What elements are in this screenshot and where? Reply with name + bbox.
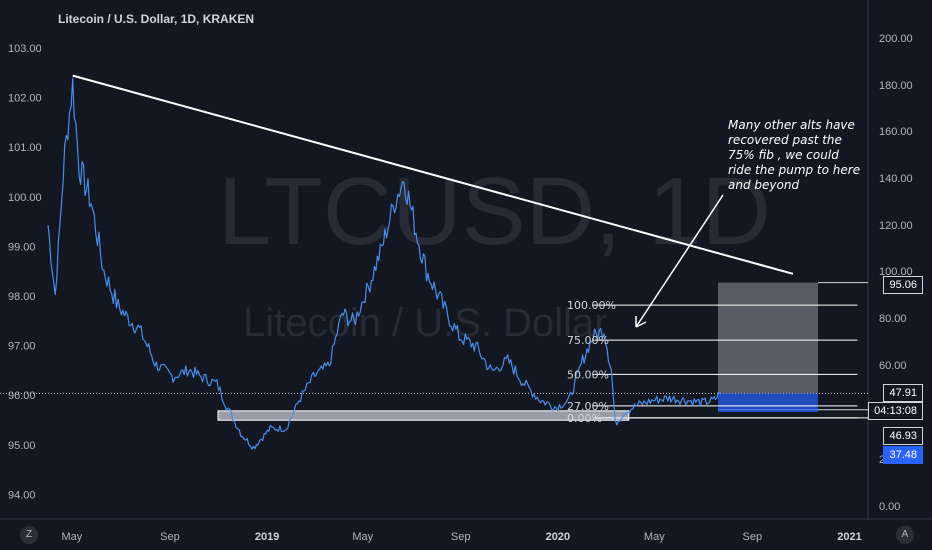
chart-title: Litecoin / U.S. Dollar, 1D, KRAKEN [58,12,255,26]
left-axis-tick: 100.00 [8,192,42,204]
fib-label: 0.00% [567,412,602,425]
right-axis-tick: 60.00 [879,360,907,372]
price-line [47,77,721,450]
left-axis-tick: 96.00 [8,390,36,402]
time-axis-tick: Sep [451,531,471,543]
right-axis-tick: 100.00 [879,266,913,278]
left-axis-tick: 99.00 [8,241,36,253]
annotation-arrow [635,194,724,328]
fib-label: 50.00% [567,368,609,381]
watermark-name: Litecoin / U.S. Dollar [243,301,608,345]
current-price-tag: 47.91 [883,384,923,402]
fib-label: 75.00% [567,334,609,347]
time-axis-tick: 2019 [255,531,279,543]
right-axis-tick: 140.00 [879,173,913,185]
left-axis-tick: 102.00 [8,93,42,105]
fib-label: 27.00% [567,400,609,413]
position-target-zone [718,282,818,394]
right-axis-tick: 120.00 [879,220,913,232]
annotation-arrowhead [635,316,647,328]
left-axis-tick: 97.00 [8,341,36,353]
stop-price-tag: 46.93 [883,427,923,445]
target-price-tag: 95.06 [883,276,923,294]
countdown-tag: 04:13:08 [868,402,923,420]
position-stop-zone [718,393,818,412]
support-zone [217,410,630,421]
fib-label: 100.00% [567,299,616,312]
time-axis-tick: Sep [160,531,180,543]
left-axis-tick: 95.00 [8,440,36,452]
auto-scale-button[interactable]: A [896,526,914,544]
right-axis: 200.00 180.00 160.00 140.00 120.00 100.00 80.0… [879,33,913,513]
right-axis-tick: 160.00 [879,126,913,138]
left-axis: 103.00 102.00 101.00 100.00 99.00 98.00 97.00 9… [8,43,42,501]
left-axis-tick: 94.00 [8,489,36,501]
right-axis-tick: 180.00 [879,80,913,92]
price-series [47,77,721,450]
time-axis-tick: 2021 [837,531,861,543]
watermark-symbol: LTCUSD, 1D [218,158,771,265]
right-axis-tick: 0.00 [879,501,900,513]
fib-retracement[interactable]: 100.00% 75.00% 50.00% 27.00%0.00% [567,299,616,425]
low-price-tag: 37.48 [883,446,923,464]
descending-trendline [72,74,794,275]
right-axis-tick: 200.00 [879,33,913,45]
time-axis-tick: Sep [743,531,763,543]
time-axis-tick: May [644,531,665,543]
left-axis-tick: 98.00 [8,291,36,303]
time-axis-tick: May [62,531,83,543]
time-axis-tick: May [352,531,373,543]
annotation-text[interactable]: Many other alts have recovered past the … [728,118,861,192]
left-axis-tick: 103.00 [8,43,42,55]
chart-drawings[interactable] [0,74,868,421]
auto-scale-left-button[interactable]: Z [20,526,38,544]
time-axis-tick: 2020 [546,531,570,543]
time-axis: May Sep 2019 May Sep 2020 May Sep 2021 [62,531,862,543]
right-axis-tick: 80.00 [879,313,907,325]
left-axis-tick: 101.00 [8,142,42,154]
